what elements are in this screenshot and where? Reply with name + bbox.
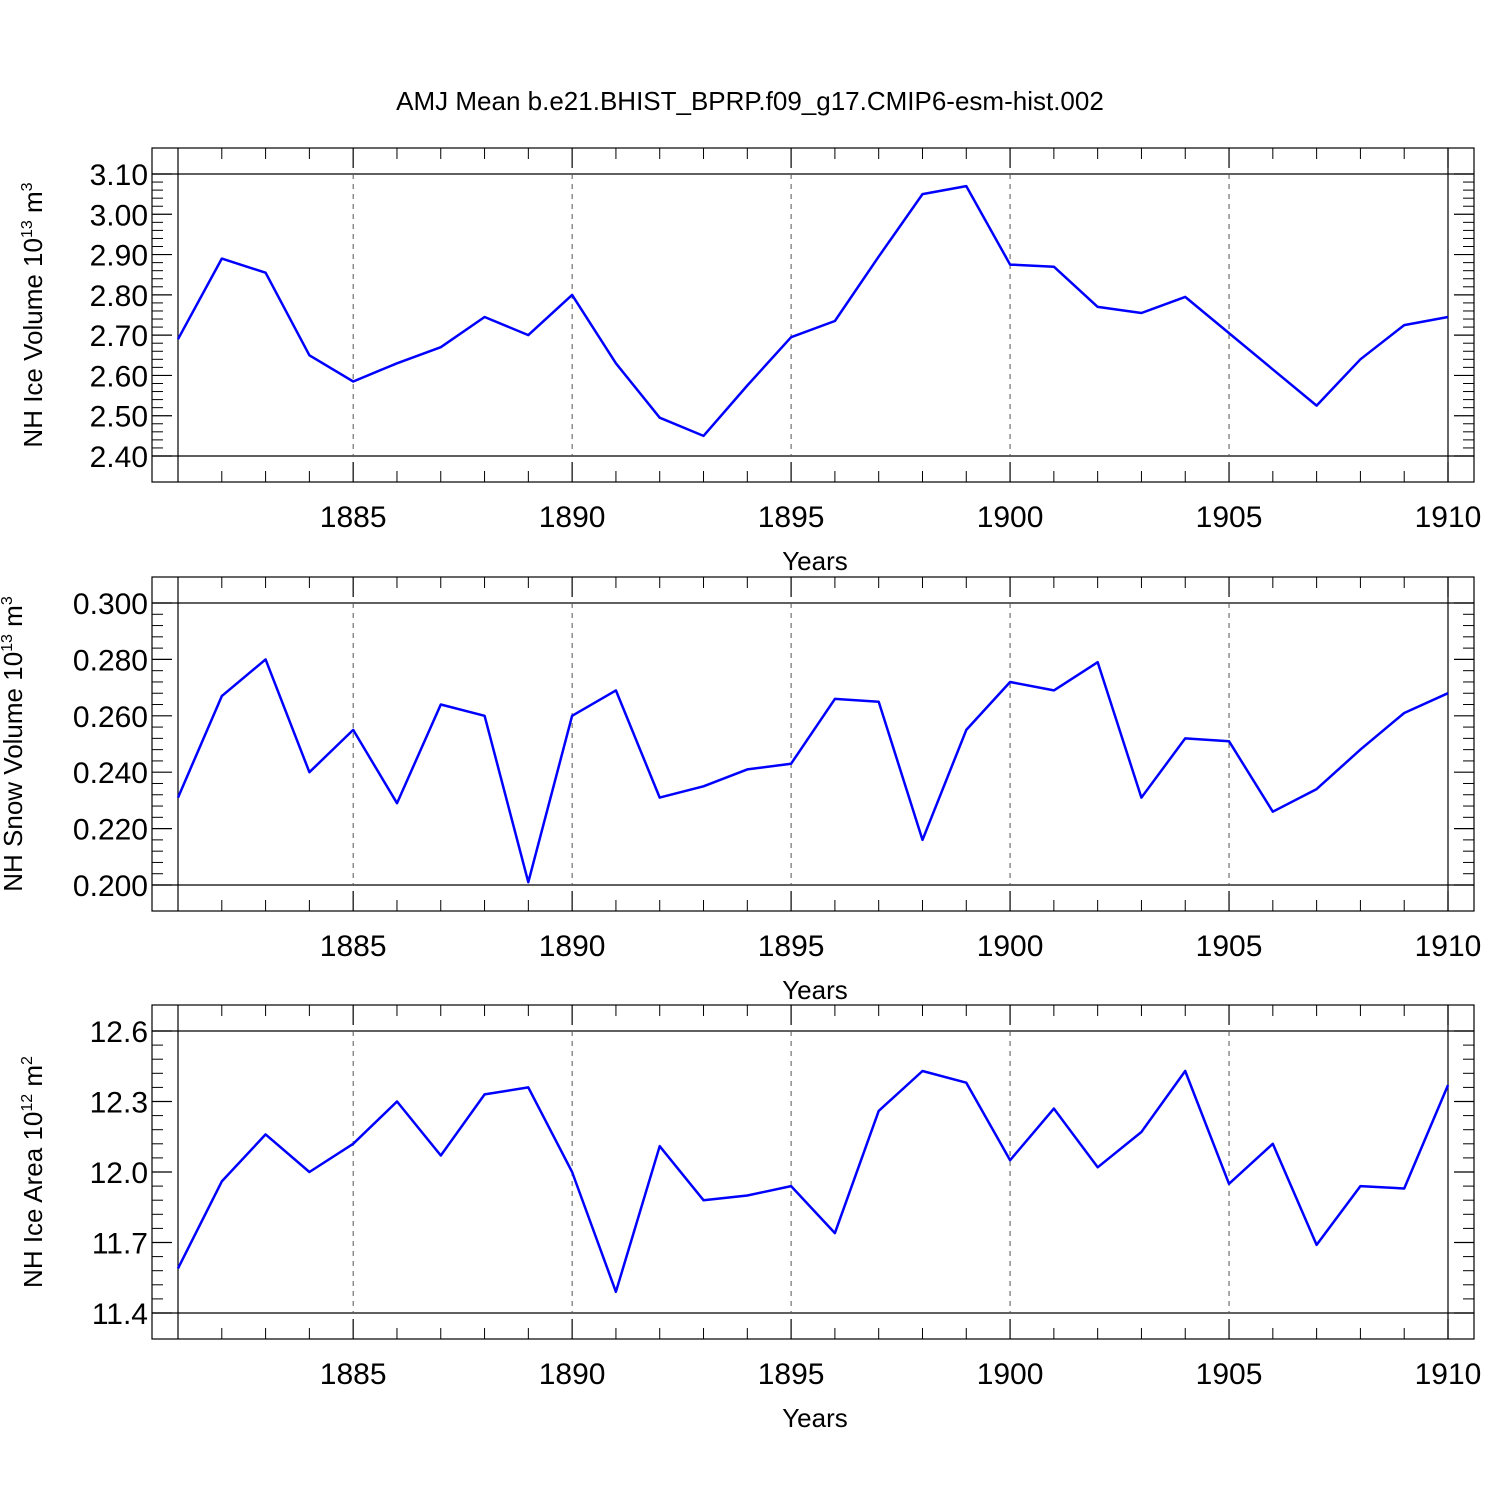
x-tick-label: 1910 <box>1415 1358 1482 1391</box>
x-tick-label: 1885 <box>320 1358 387 1391</box>
y-tick-label: 2.90 <box>90 240 148 273</box>
x-tick-label: 1895 <box>758 930 825 963</box>
x-tick-label: 1900 <box>977 501 1044 534</box>
y-tick-label: 12.3 <box>90 1087 148 1120</box>
series-line <box>176 184 1449 438</box>
series-line <box>176 658 1449 884</box>
y-tick-label: 12.0 <box>90 1157 148 1190</box>
x-tick-label: 1895 <box>758 501 825 534</box>
y-axis-label: NH Snow Volume 1013 m3 <box>0 596 28 892</box>
y-tick-label: 2.50 <box>90 401 148 434</box>
x-tick-label: 1890 <box>539 930 606 963</box>
y-tick-label: 2.80 <box>90 280 148 313</box>
y-tick-label: 0.220 <box>73 814 148 847</box>
x-tick-label: 1885 <box>320 501 387 534</box>
x-tick-label: 1900 <box>977 1358 1044 1391</box>
y-tick-label: 11.4 <box>92 1298 148 1331</box>
y-tick-label: 0.240 <box>73 757 148 790</box>
plot-frame <box>151 576 1475 912</box>
x-tick-label: 1900 <box>977 930 1044 963</box>
y-tick-label: 12.6 <box>90 1016 148 1049</box>
y-tick-label: 2.60 <box>90 360 148 393</box>
chart-panels: 1885 1890 1895 1900 1905 1910 2.40 2.50 2.60 2.70… <box>0 147 1482 1433</box>
x-tick-label: 1885 <box>320 930 387 963</box>
y-tick-label: 0.280 <box>73 644 148 677</box>
plot-frame <box>151 1004 1475 1340</box>
y-axis-label: NH Ice Area 1012 m2 <box>18 1056 48 1288</box>
x-tick-label: 1910 <box>1415 501 1482 534</box>
panel-3: 1885 1890 1895 1900 1905 1910 11.4 11.7 12.0 12.3… <box>18 1004 1482 1433</box>
y-tick-label: 2.70 <box>90 320 148 353</box>
x-tick-label: 1910 <box>1415 930 1482 963</box>
x-tick-label: 1905 <box>1196 930 1263 963</box>
x-tick-label: 1895 <box>758 1358 825 1391</box>
y-tick-label: 11.7 <box>92 1228 148 1261</box>
x-tick-label: 1905 <box>1196 501 1263 534</box>
panel-1: 1885 1890 1895 1900 1905 1910 2.40 2.50 2.60 2.70… <box>18 147 1482 576</box>
x-tick-label: 1890 <box>539 501 606 534</box>
chart-title: AMJ Mean b.e21.BHIST_BPRP.f09_g17.CMIP6-… <box>396 86 1104 116</box>
y-axis-label: NH Ice Volume 1013 m3 <box>18 182 48 447</box>
y-tick-label: 2.40 <box>90 441 148 474</box>
x-tick-label: 1890 <box>539 1358 606 1391</box>
y-tick-label: 3.10 <box>90 159 148 192</box>
y-tick-label: 3.00 <box>90 199 148 232</box>
y-tick-label: 0.260 <box>73 701 148 734</box>
x-axis-label: Years <box>782 1403 848 1433</box>
y-tick-label: 0.200 <box>73 870 148 903</box>
x-axis-label: Years <box>782 546 848 576</box>
x-axis-label: Years <box>782 975 848 1005</box>
panel-2: 1885 1890 1895 1900 1905 1910 0.200 0.220 0.240 0… <box>0 576 1482 1005</box>
plot-frame <box>151 147 1475 483</box>
series-line <box>176 1069 1450 1294</box>
x-tick-label: 1905 <box>1196 1358 1263 1391</box>
y-tick-label: 0.300 <box>73 588 148 621</box>
